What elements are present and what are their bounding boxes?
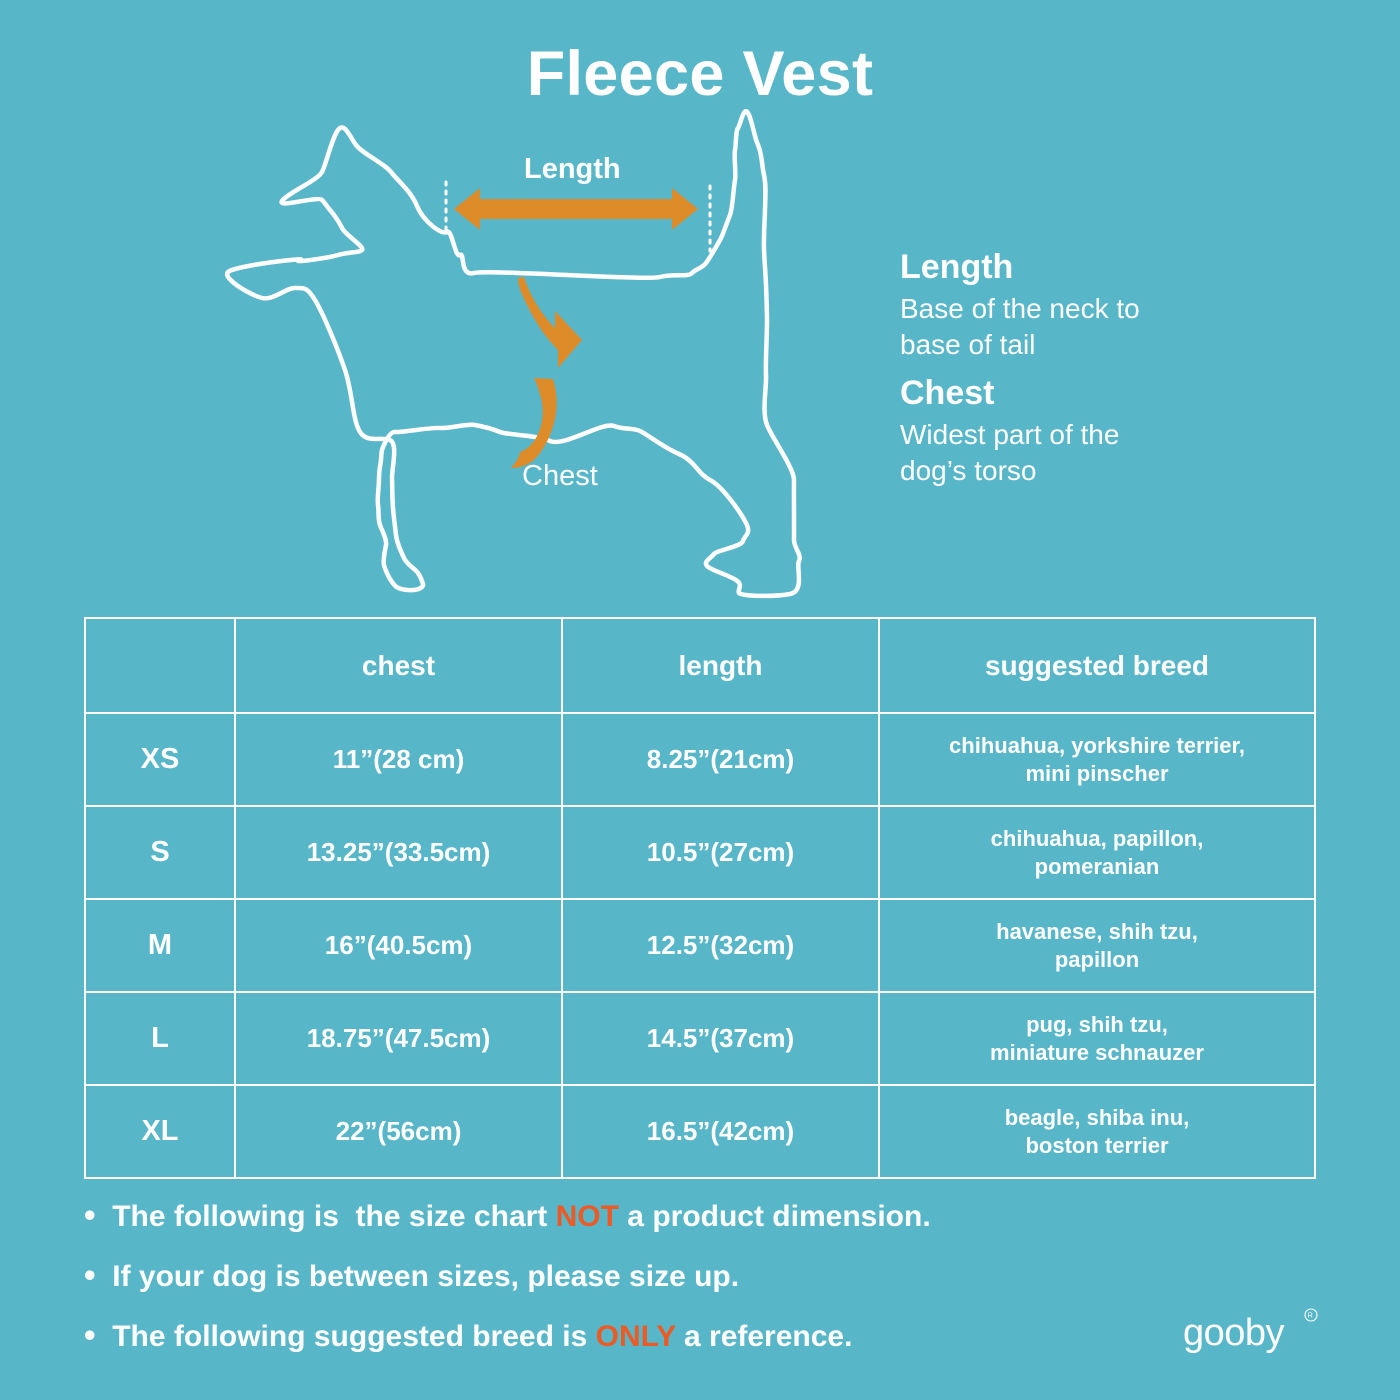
svg-text:gooby: gooby xyxy=(1183,1312,1285,1354)
svg-text:R: R xyxy=(1308,1313,1313,1320)
